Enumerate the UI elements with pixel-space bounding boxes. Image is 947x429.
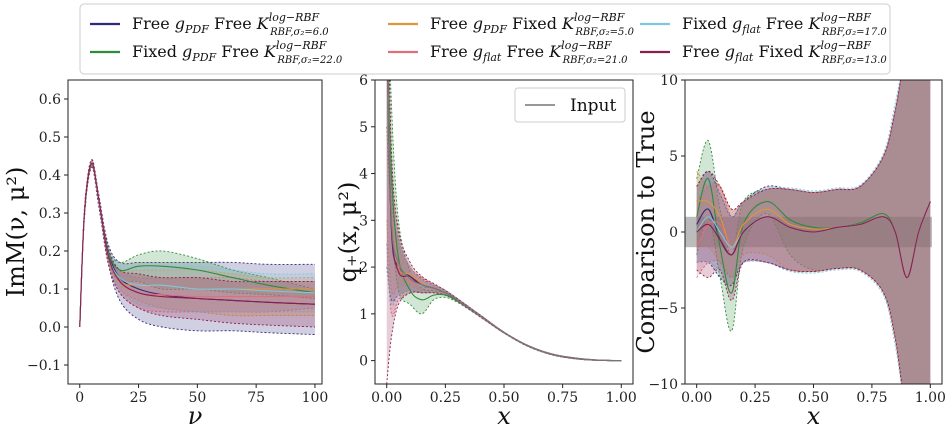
x-tick-label: 0.50 — [488, 390, 519, 406]
input-legend-frame — [514, 87, 626, 123]
y-tick-label: −5 — [657, 301, 678, 317]
plot-content — [79, 159, 316, 336]
legend-entry: Fixed gflat Free Klog−RBF RBF,σ₂=17.0 — [640, 11, 887, 38]
y-tick-label: 5 — [359, 120, 368, 136]
series-line — [79, 163, 315, 328]
x-tick-label: 0.25 — [430, 390, 461, 406]
x-tick-label: 0.00 — [681, 390, 712, 406]
uncertainty-band — [79, 159, 315, 335]
x-tick-label: 0.75 — [547, 390, 578, 406]
legend-entry: Fixed gPDF Free Klog−RBF RBF,σ₂=22.0 — [90, 39, 343, 66]
y-tick-label: 0.5 — [39, 130, 61, 146]
x-tick-label: 0.00 — [371, 390, 402, 406]
plot-frame — [67, 79, 323, 385]
y-axis-label: q₊(x, μ²) — [334, 182, 362, 283]
x-tick-label: 0 — [75, 390, 84, 406]
y-tick-label: −0.1 — [27, 358, 61, 374]
y-tick-label: 10 — [660, 73, 678, 89]
x-tick-label: 0.25 — [740, 390, 771, 406]
y-axis-label: Comparison to True — [632, 110, 660, 353]
legend-label: Fixed gPDF Free Klog−RBF RBF,σ₂=22.0 — [132, 39, 343, 66]
y-tick-label: 5 — [669, 149, 678, 165]
y-tick-label: 2 — [359, 260, 368, 276]
y-tick-label: 6 — [359, 73, 368, 89]
legend-entry: Free gflat Fixed Klog−RBF RBF,σ₂=13.0 — [640, 39, 887, 66]
legend-label: Fixed gflat Free Klog−RBF RBF,σ₂=17.0 — [682, 11, 887, 38]
y-axis-label: ImM(ν, μ²) — [2, 167, 30, 298]
x-tick-label: 1.00 — [606, 390, 637, 406]
band-upper-edge — [79, 159, 315, 328]
y-tick-label: 0.1 — [39, 282, 61, 298]
legend-label: Free gPDF Free Klog−RBF RBF,σ₂=6.0 — [132, 11, 329, 38]
y-tick-label: 0 — [669, 225, 678, 241]
band-upper-edge — [696, 80, 902, 211]
y-tick-label: 4 — [359, 167, 368, 183]
legend-frame — [79, 3, 891, 75]
y-tick-label: 0.3 — [39, 206, 61, 222]
band-upper-edge — [390, 80, 622, 362]
input-legend-label: Input — [570, 96, 616, 116]
y-tick-label: 3 — [359, 213, 368, 229]
band-lower-edge — [696, 245, 903, 384]
input-line — [387, 80, 622, 362]
x-axis-label: x — [497, 402, 511, 429]
legend-label: Free gPDF Fixed Klog−RBF RBF,σ₂=5.0 — [430, 11, 635, 38]
plot-background — [375, 80, 633, 384]
band-upper-edge — [388, 80, 622, 362]
x-tick-label: 0.50 — [798, 390, 829, 406]
band-lower-edge — [696, 259, 903, 384]
plot-area-0: 0 25 50 75 100 −0.1 0.0 0.1 0.2 0.3 0.4 0.5 0.6 ν ImM(… — [2, 79, 329, 429]
plot-background — [68, 80, 322, 384]
y-tick-label: −10 — [648, 377, 678, 393]
plot-content — [386, 80, 622, 384]
legend-label: Free gflat Fixed Klog−RBF RBF,σ₂=13.0 — [682, 39, 887, 66]
x-tick-label: 75 — [247, 390, 265, 406]
x-axis-label: ν — [188, 402, 203, 429]
legend-entry: Free gPDF Free Klog−RBF RBF,σ₂=6.0 — [90, 11, 329, 38]
legend-label: Free gflat Free Klog−RBF RBF,σ₂=21.0 — [430, 39, 628, 66]
plot-area-2: 0.00 0.25 0.50 0.75 1.00 −10 −5 0 5 10 x Comparison… — [632, 73, 946, 429]
x-tick-label: 25 — [130, 390, 148, 406]
x-tick-label: 0.75 — [856, 390, 887, 406]
plot-area-1: 0.00 0.25 0.50 0.75 1.00 0 1 2 3 4 5 6 x q₊(x, μ²) Inp… — [334, 73, 637, 429]
y-tick-label: 0 — [359, 354, 368, 370]
x-axis-label: x — [807, 402, 821, 429]
y-tick-label: 0.4 — [39, 168, 61, 184]
series-line — [696, 201, 931, 279]
plot-content — [685, 80, 932, 384]
band-lower-edge — [79, 166, 315, 328]
band-upper-edge — [389, 80, 622, 362]
x-tick-label: 100 — [302, 390, 329, 406]
input-legend: Input — [514, 87, 626, 123]
legend-entry: Free gflat Free Klog−RBF RBF,σ₂=21.0 — [388, 39, 628, 66]
y-tick-label: 1 — [359, 307, 368, 323]
band-upper-edge — [696, 80, 902, 218]
y-tick-label: 0.6 — [39, 92, 61, 108]
uncertainty-band — [79, 159, 315, 327]
legend-entry: Free gPDF Fixed Klog−RBF RBF,σ₂=5.0 — [388, 11, 635, 38]
x-tick-label: 1.00 — [915, 390, 946, 406]
y-tick-label: 0.0 — [39, 320, 61, 336]
x-tick-label: 50 — [188, 390, 206, 406]
y-tick-label: 0.2 — [39, 244, 61, 260]
